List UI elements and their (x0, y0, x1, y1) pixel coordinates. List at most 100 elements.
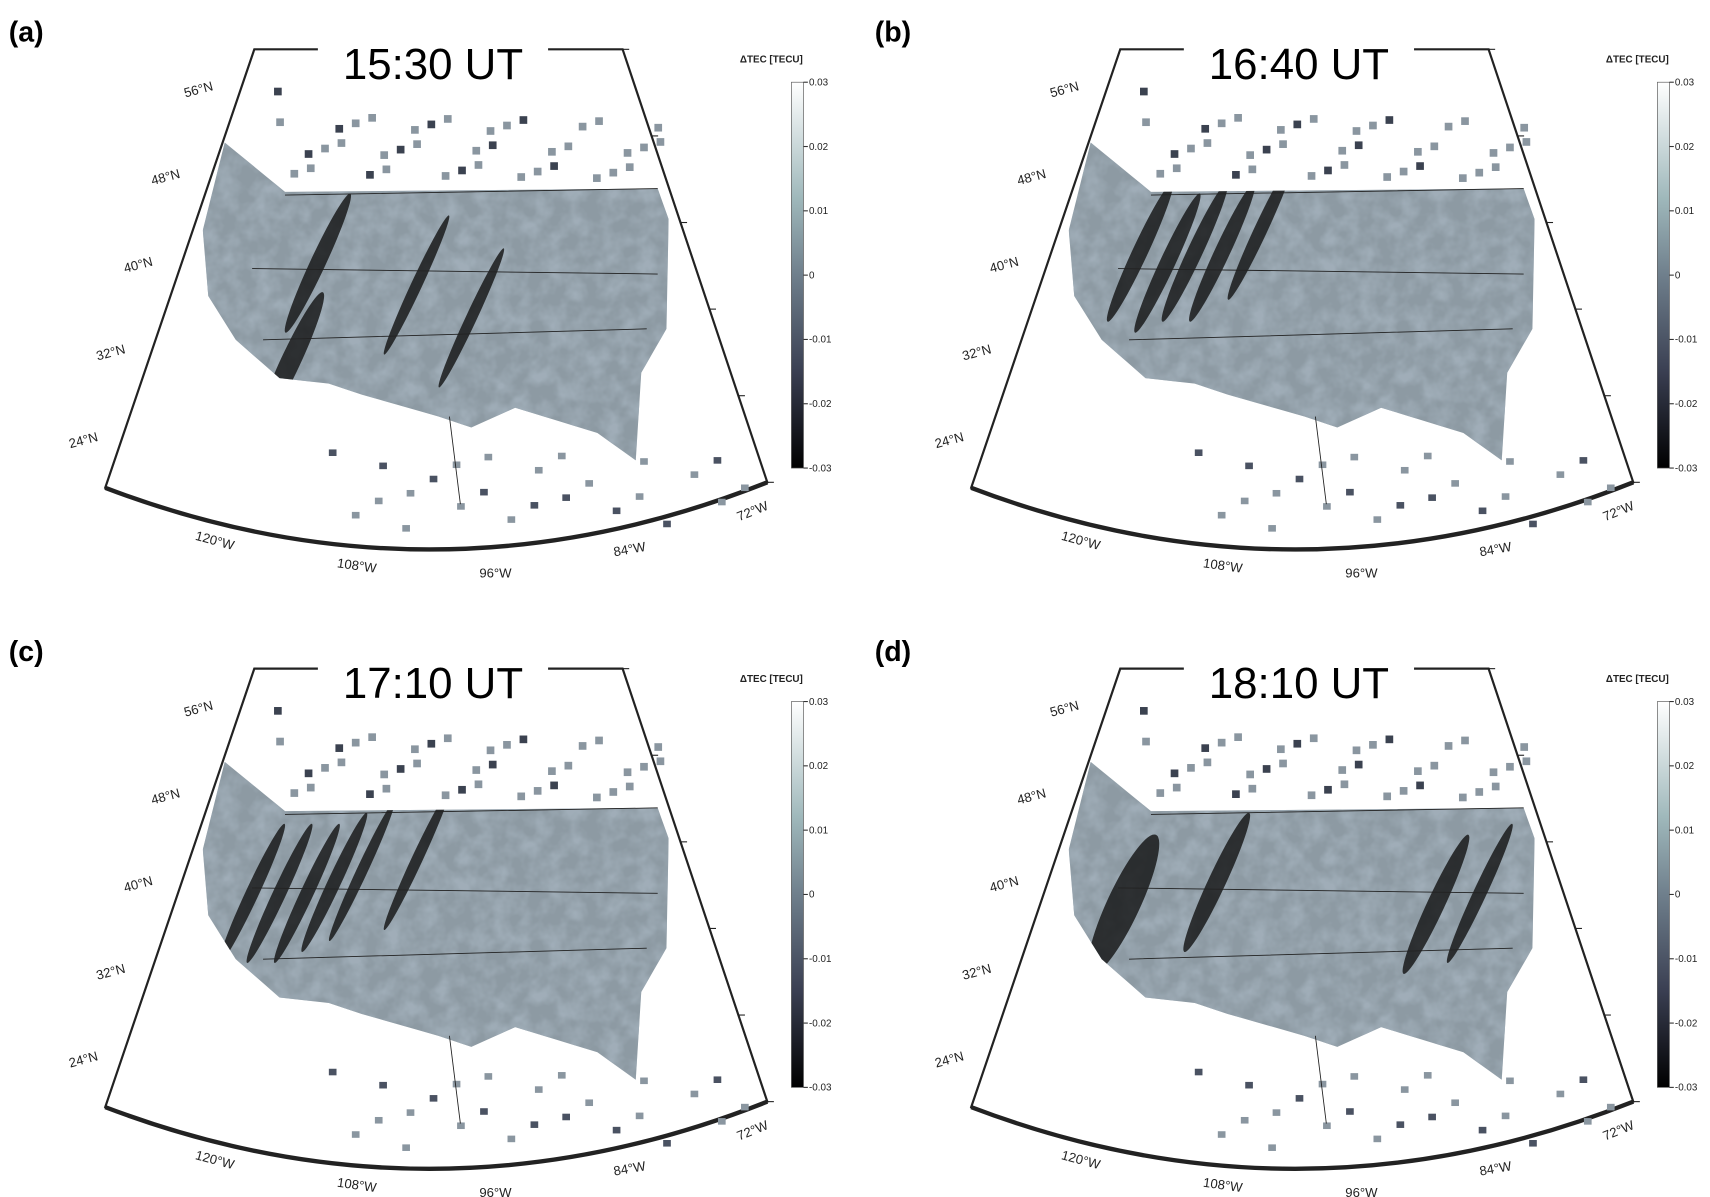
tec-patch (1172, 164, 1181, 173)
colorbar-tick-label: -0.02 (1675, 399, 1697, 410)
tec-patch (640, 458, 648, 465)
tec-patch (472, 146, 481, 155)
tec-patch (1142, 737, 1150, 746)
border-line (252, 807, 658, 1124)
tec-wave (273, 823, 340, 963)
tec-patch (427, 739, 436, 748)
tec-patch (1475, 788, 1484, 796)
tec-patch (623, 149, 632, 157)
tec-patch (507, 516, 516, 523)
tec-patch (351, 511, 360, 519)
lat-label: 48°N (1015, 785, 1047, 807)
tec-patch (413, 759, 421, 768)
tec-patch (663, 520, 671, 528)
tec-patch (1373, 516, 1382, 523)
colorbar (1657, 701, 1670, 1088)
tec-patch (1369, 121, 1377, 130)
time-label: 17:10 UT (343, 659, 523, 708)
lon-label: 108°W (336, 1175, 378, 1195)
tec-patch (623, 768, 632, 777)
tec-patch (406, 489, 415, 497)
tec-patch (519, 735, 528, 744)
tec-patch (443, 115, 452, 123)
colorbar-tick-label: 0.02 (1675, 142, 1694, 153)
tec-patch (1491, 163, 1500, 171)
tec-patch (1295, 475, 1304, 483)
lat-label: 48°N (149, 166, 181, 188)
tec-patch (1352, 127, 1361, 135)
tec-patch (1522, 757, 1531, 766)
tec-patch (382, 165, 391, 174)
tec-wave (383, 790, 450, 931)
tec-patch (1350, 453, 1359, 461)
tec-patch (1279, 759, 1287, 768)
tec-patch (1338, 146, 1347, 155)
tec-patch (1451, 1099, 1459, 1107)
tec-patch (1307, 791, 1316, 800)
tec-patch (1399, 787, 1408, 795)
colorbar-title: ΔTEC [TECU] (1606, 674, 1669, 685)
tec-patch (1324, 785, 1332, 794)
tec-patch (337, 139, 346, 147)
tec-patch (1520, 123, 1529, 132)
tec-patch (1203, 139, 1212, 147)
colorbar-tick-label: 0.01 (1675, 825, 1694, 836)
tec-patch (519, 116, 528, 124)
tec-patch (379, 462, 387, 470)
tec-patch (1246, 770, 1254, 779)
tec-patch (484, 1073, 493, 1080)
tec-patch (1478, 1126, 1487, 1134)
tec-patch (585, 1099, 594, 1107)
colorbar-tick-label: -0.03 (1675, 463, 1698, 474)
lon-label: 72°W (735, 498, 771, 524)
tec-patch (1529, 520, 1537, 528)
tec-patch (474, 780, 483, 789)
colorbar-tick-label: 0.01 (809, 206, 828, 217)
tec-patch (290, 169, 299, 178)
tec-patch (595, 736, 603, 745)
tec-patch (640, 1077, 648, 1085)
map-bottom-edge (104, 480, 769, 552)
tec-patch (1295, 1095, 1304, 1102)
colorbar-tick-label: 0.03 (809, 697, 829, 708)
tec-patch (304, 150, 313, 158)
tec-patch (548, 147, 556, 156)
tec-patch (1444, 122, 1453, 131)
tec-patch (1350, 1073, 1359, 1080)
colorbar-tick-label: 0 (1675, 270, 1681, 281)
tec-wave (246, 823, 313, 963)
tec-patch (593, 793, 601, 802)
tec-patch (1277, 126, 1285, 134)
tec-patch (335, 124, 344, 133)
tec-patch (429, 475, 438, 483)
tec-patch (337, 758, 346, 767)
tec-patch (1506, 1077, 1514, 1085)
time-label: 16:40 UT (1209, 40, 1389, 89)
tec-patch (276, 118, 284, 127)
map-panel: (a) 15:30 UT 56°N 48°N 40°N 32°N 24°N 120°W 108°… (9, 17, 832, 581)
tec-patch (1194, 449, 1203, 456)
tec-patch (411, 745, 419, 754)
tec-patch (1232, 171, 1240, 179)
tec-patch (1385, 735, 1394, 744)
tec-patch (1240, 1116, 1249, 1124)
time-box (1183, 32, 1415, 94)
tec-patch (1428, 494, 1436, 501)
map-bottom-edge (104, 1099, 769, 1171)
tec-patch (290, 789, 299, 797)
tec-patch (1423, 1072, 1432, 1079)
tec-patch (1309, 734, 1318, 743)
panel-label: (d) (875, 636, 911, 668)
colorbar-title: ΔTEC [TECU] (740, 54, 803, 65)
tec-patch (1478, 507, 1487, 515)
tec-patch (1277, 745, 1285, 754)
tec-patch (663, 1140, 671, 1147)
lat-label: 24°N (67, 1048, 99, 1070)
tec-patch (488, 760, 497, 769)
tec-patch (368, 733, 376, 741)
tec-patch (402, 1144, 410, 1151)
tec-patch (1506, 143, 1514, 152)
tec-patch (1583, 1118, 1592, 1125)
tec-patch (1140, 707, 1148, 715)
lon-label: 72°W (1601, 1117, 1637, 1143)
